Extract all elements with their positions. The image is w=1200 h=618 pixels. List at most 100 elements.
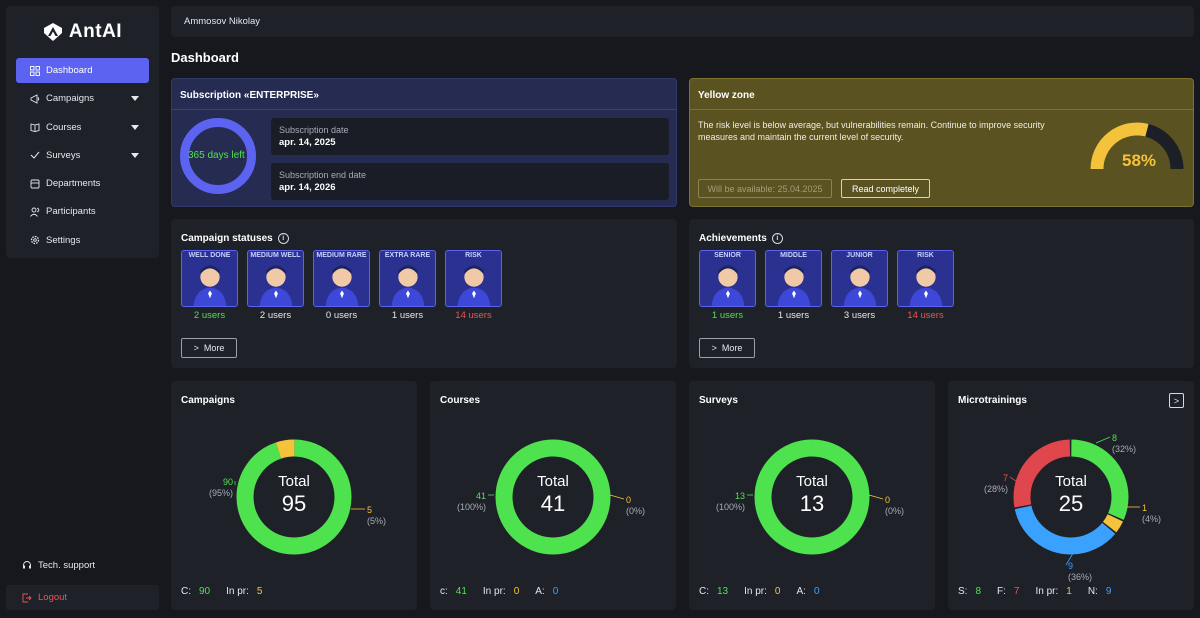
microtrainings-footer: S: 8 F: 7 In pr: 1 N: 9 — [958, 586, 1123, 597]
footer-value: 1 — [1066, 586, 1072, 597]
donut-data-label: 41 (100%) — [436, 491, 486, 513]
badge-risk[interactable]: RISK 14 users — [445, 250, 502, 321]
donut-data-label: 0 (0%) — [885, 495, 904, 517]
donut-data-label: 1 (4%) — [1142, 503, 1161, 525]
gauge-fill — [1090, 122, 1149, 170]
donut-segment[interactable] — [495, 439, 611, 555]
donut-data-label: 0 (0%) — [626, 495, 645, 517]
segment-value: 90 — [222, 477, 233, 487]
segment-percent: (100%) — [715, 502, 745, 512]
campaigns-donut-chart — [234, 439, 365, 555]
surveys-title: Surveys — [699, 395, 738, 406]
badge-senior[interactable]: SENIOR 1 users — [699, 250, 756, 321]
badge-image: RISK — [445, 250, 502, 307]
user-name[interactable]: Ammosov Nikolay — [184, 16, 261, 27]
gear-icon — [30, 236, 40, 245]
subscription-end-value: apr. 14, 2026 — [279, 182, 336, 193]
subscription-end-label: Subscription end date — [279, 170, 367, 180]
sidebar-item-departments[interactable]: Departments — [16, 171, 149, 196]
chevron-down-icon — [131, 96, 139, 102]
sidebar-item-courses[interactable]: Courses — [16, 115, 149, 140]
sidebar-item-label: Surveys — [46, 149, 81, 161]
donut-segment[interactable] — [754, 439, 870, 555]
footer-key: A: — [796, 586, 806, 597]
donut-segment[interactable] — [1013, 439, 1129, 555]
users-icon — [30, 207, 40, 217]
badge-user-count: 2 users — [259, 310, 292, 321]
sidebar-item-label: Settings — [46, 234, 81, 246]
mascot-icon — [843, 265, 877, 306]
donut-segment[interactable] — [236, 439, 352, 555]
courses-donut-chart — [488, 439, 625, 555]
footer-key: C: — [181, 586, 191, 597]
footer-value: 0 — [552, 586, 559, 597]
sidebar-item-label: Departments — [46, 178, 101, 190]
segment-percent: (0%) — [626, 506, 646, 516]
segment-percent: (36%) — [1068, 572, 1093, 582]
footer-value: 9 — [1105, 586, 1112, 597]
chevron-down-icon — [131, 124, 139, 130]
subscription-title: Subscription «ENTERPRISE» — [180, 90, 319, 101]
donut-total: Total 95 — [254, 473, 334, 517]
info-icon[interactable]: i — [277, 233, 289, 244]
badge-image: MIDDLE — [765, 250, 822, 307]
microtrainings-stat-card: Microtrainings > Total 25 8 (32%) 1 (4%) 9 (36%) 7… — [948, 381, 1194, 610]
donut-data-label: 7 (28%) — [958, 473, 1008, 495]
logout-button[interactable]: Logout — [6, 585, 159, 610]
badge-risk[interactable]: RISK 14 users — [897, 250, 954, 321]
top-bar: Ammosov Nikolay — [171, 6, 1194, 37]
badge-tag: MEDIUM WELL — [250, 252, 301, 259]
badge-medium-well[interactable]: MEDIUM WELL 2 users — [247, 250, 304, 321]
badge-image: EXTRA RARE — [379, 250, 436, 307]
logout-icon — [22, 593, 32, 602]
campaign-statuses-more-button[interactable]: > More — [181, 338, 237, 358]
total-label: Total — [796, 473, 828, 490]
footer-key: In pr: — [482, 586, 506, 597]
badge-image: MEDIUM WELL — [247, 250, 304, 307]
donut-segment[interactable] — [236, 439, 352, 555]
badge-tag: JUNIOR — [846, 252, 873, 259]
badge-user-count: 1 users — [777, 310, 810, 321]
campaigns-footer: C: 90 In pr: 5 — [181, 586, 274, 597]
sidebar-item-label: Courses — [46, 121, 82, 133]
sidebar-item-campaigns[interactable]: Campaigns — [16, 86, 149, 111]
tech-support-link[interactable]: Tech. support — [6, 553, 159, 577]
badge-tag: EXTRA RARE — [384, 252, 431, 259]
courses-footer: c: 41 In pr: 0 A: 0 — [440, 586, 570, 597]
badge-junior[interactable]: JUNIOR 3 users — [831, 250, 888, 321]
achievements-card: Achievements i SENIOR 1 users MIDDLE 1 user… — [689, 219, 1194, 368]
badge-middle[interactable]: MIDDLE 1 users — [765, 250, 822, 321]
footer-key: c: — [440, 586, 448, 597]
risk-gauge — [1090, 122, 1184, 170]
read-completely-button[interactable]: Read completely — [841, 179, 930, 198]
donut-segment[interactable] — [1013, 439, 1129, 555]
sidebar-item-dashboard[interactable]: Dashboard — [16, 58, 149, 83]
badge-well-done[interactable]: WELL DONE 2 users — [181, 250, 238, 321]
badge-user-count: 2 users — [193, 310, 226, 321]
badge-image: RISK — [897, 250, 954, 307]
sidebar-item-participants[interactable]: Participants — [16, 199, 149, 224]
badge-medium-rare[interactable]: MEDIUM RARE 0 users — [313, 250, 370, 321]
donut-data-label: 9 (36%) — [1068, 561, 1092, 583]
app-logo[interactable]: AntAI — [6, 12, 159, 52]
badge-user-count: 14 users — [907, 310, 944, 321]
badge-extra-rare[interactable]: EXTRA RARE 1 users — [379, 250, 436, 321]
chevron-right-icon[interactable]: > — [1169, 393, 1184, 408]
building-icon — [30, 179, 40, 189]
badge-image: JUNIOR — [831, 250, 888, 307]
badge-tag: MEDIUM RARE — [316, 252, 367, 259]
campaigns-title: Campaigns — [181, 395, 235, 406]
sidebar-item-label: Dashboard — [46, 65, 93, 76]
donut-segment[interactable] — [1013, 439, 1129, 555]
sidebar-item-label: Campaigns — [46, 93, 95, 105]
leader-line — [1095, 436, 1111, 444]
achievements-more-button[interactable]: > More — [699, 338, 755, 358]
badge-image: MEDIUM RARE — [313, 250, 370, 307]
risk-zone-text: The risk level is below average, but vul… — [698, 120, 1045, 142]
sidebar-item-settings[interactable]: Settings — [16, 228, 149, 253]
available-date-button[interactable]: Will be available: 25.04.2025 — [698, 179, 832, 198]
surveys-donut-chart — [747, 439, 884, 555]
footer-value: 13 — [717, 586, 729, 597]
sidebar-item-surveys[interactable]: Surveys — [16, 143, 149, 168]
info-icon[interactable]: i — [771, 233, 783, 244]
